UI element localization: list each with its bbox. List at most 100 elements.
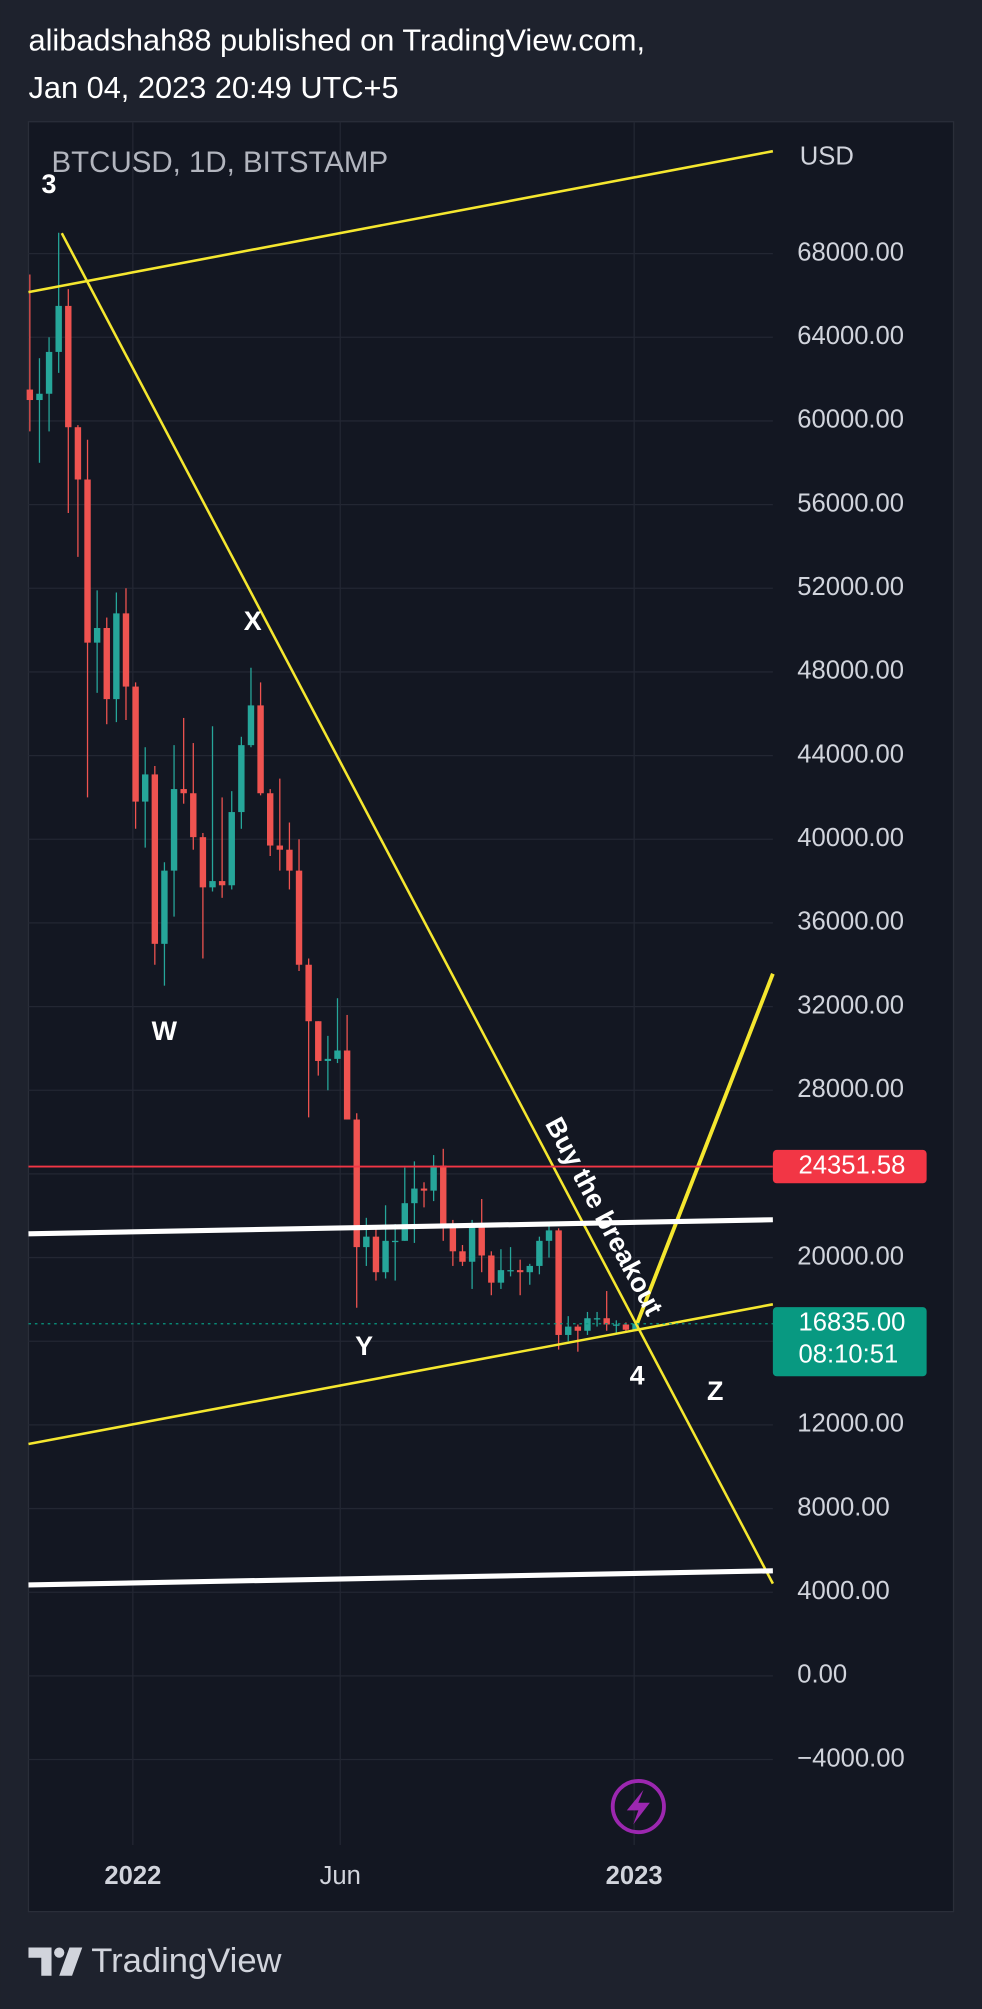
y-tick-label: 8000.00 <box>797 1493 890 1521</box>
candle-body <box>516 1270 524 1273</box>
candle-body <box>411 1188 418 1204</box>
candle-body <box>65 305 72 428</box>
candle-body <box>257 705 264 794</box>
brand-logo <box>28 1947 83 1976</box>
candle-body <box>353 1119 360 1248</box>
candle-body <box>545 1230 553 1241</box>
candle-body <box>142 774 149 802</box>
trend-line <box>28 149 774 294</box>
y-tick-label: 28000.00 <box>797 1075 904 1103</box>
candle-body <box>93 628 101 643</box>
trend-line <box>635 973 775 1325</box>
candle-body <box>180 789 187 794</box>
candle-body <box>247 705 255 746</box>
wave-annotation: 4 <box>630 1360 645 1390</box>
wave-annotation: Y <box>355 1331 373 1361</box>
candle-body <box>151 774 159 944</box>
candle-body <box>555 1230 562 1335</box>
candle-body <box>74 427 82 480</box>
price-tag <box>772 1307 927 1377</box>
replay-icon[interactable] <box>610 1779 666 1835</box>
candle-body <box>161 870 168 944</box>
author-line: alibadshah88 published on TradingView.co… <box>28 22 645 57</box>
logo-part <box>59 1947 83 1976</box>
candle-body <box>401 1203 408 1241</box>
candle-body <box>26 389 34 401</box>
candle-body <box>584 1318 591 1331</box>
candle-body <box>238 745 245 813</box>
candles <box>26 232 639 1352</box>
wave-annotation: Z <box>707 1376 723 1406</box>
wave-annotation: 3 <box>41 169 56 199</box>
support-line <box>28 1217 773 1237</box>
x-tick-label: 2022 <box>104 1862 161 1890</box>
y-tick-label: −4000.00 <box>797 1744 905 1772</box>
candle-body <box>132 686 139 802</box>
candle-body <box>459 1251 466 1262</box>
candle-body <box>276 845 284 850</box>
logo-part <box>54 1947 65 1958</box>
icon-ring[interactable] <box>610 1779 666 1835</box>
candle-body <box>526 1265 533 1273</box>
grid: −4000.00 0.00 4000.00 8000.00 12000.00 20000.… <box>28 121 905 1890</box>
price-tag-label: 16835.00 <box>799 1309 906 1337</box>
y-tick-label: 52000.00 <box>797 573 904 601</box>
candle-body <box>574 1326 582 1331</box>
candle-body <box>286 849 293 871</box>
candle-body <box>536 1240 543 1266</box>
y-tick-label: 20000.00 <box>797 1242 904 1270</box>
candle-body <box>382 1240 389 1273</box>
candle-body <box>113 613 120 700</box>
y-tick-label: 12000.00 <box>797 1410 904 1438</box>
trend-line <box>28 1303 774 1446</box>
y-tick-label: 56000.00 <box>797 489 904 517</box>
candle-body <box>363 1236 370 1248</box>
candle-body <box>228 812 235 886</box>
candle-body <box>36 393 43 401</box>
candle-body <box>507 1270 514 1272</box>
y-tick-label: 60000.00 <box>797 406 904 434</box>
x-tick-label: 2023 <box>606 1862 663 1890</box>
icon-bolt[interactable] <box>626 1789 650 1825</box>
candle-body <box>440 1165 447 1227</box>
support-line <box>28 1568 773 1588</box>
brand-name: TradingView <box>91 1942 282 1980</box>
y-tick-label: 0.00 <box>797 1661 847 1689</box>
candle-body <box>190 793 197 838</box>
y-axis-label: USD <box>800 142 854 170</box>
candle-body <box>315 1021 322 1061</box>
candle-body <box>449 1226 457 1252</box>
candle-body <box>613 1324 620 1326</box>
candle-body <box>343 1050 351 1120</box>
candle-body <box>295 870 303 965</box>
candle-body <box>199 837 207 888</box>
y-tick-label: 64000.00 <box>797 322 904 350</box>
candle-body <box>622 1324 630 1330</box>
candle-body <box>420 1188 428 1191</box>
date-line: Jan 04, 2023 20:49 UTC+5 <box>28 70 398 105</box>
y-tick-label: 32000.00 <box>797 991 904 1019</box>
candle-body <box>266 793 274 846</box>
y-tick-label: 48000.00 <box>797 657 904 685</box>
candle-body <box>55 305 62 352</box>
candle-body <box>430 1165 437 1191</box>
candle-body <box>324 1058 332 1061</box>
candle-body <box>468 1224 476 1262</box>
countdown: 08:10:51 <box>799 1341 899 1369</box>
trend-line <box>60 232 775 1585</box>
wave-annotation: X <box>244 606 262 636</box>
candle-body <box>488 1255 495 1283</box>
candle-body <box>478 1224 485 1256</box>
price-tag-label: 24351.58 <box>799 1151 906 1179</box>
chart-panel <box>27 121 955 1913</box>
candle-body <box>209 881 216 888</box>
drawings <box>28 149 775 1588</box>
price-tag <box>772 1149 927 1184</box>
candle-body <box>170 789 178 871</box>
candle-body <box>603 1318 610 1325</box>
chart-title: BTCUSD, 1D, BITSTAMP <box>52 146 389 179</box>
candle-body <box>372 1236 380 1273</box>
candle-body <box>593 1318 601 1320</box>
x-tick-label: Jun <box>320 1862 361 1890</box>
